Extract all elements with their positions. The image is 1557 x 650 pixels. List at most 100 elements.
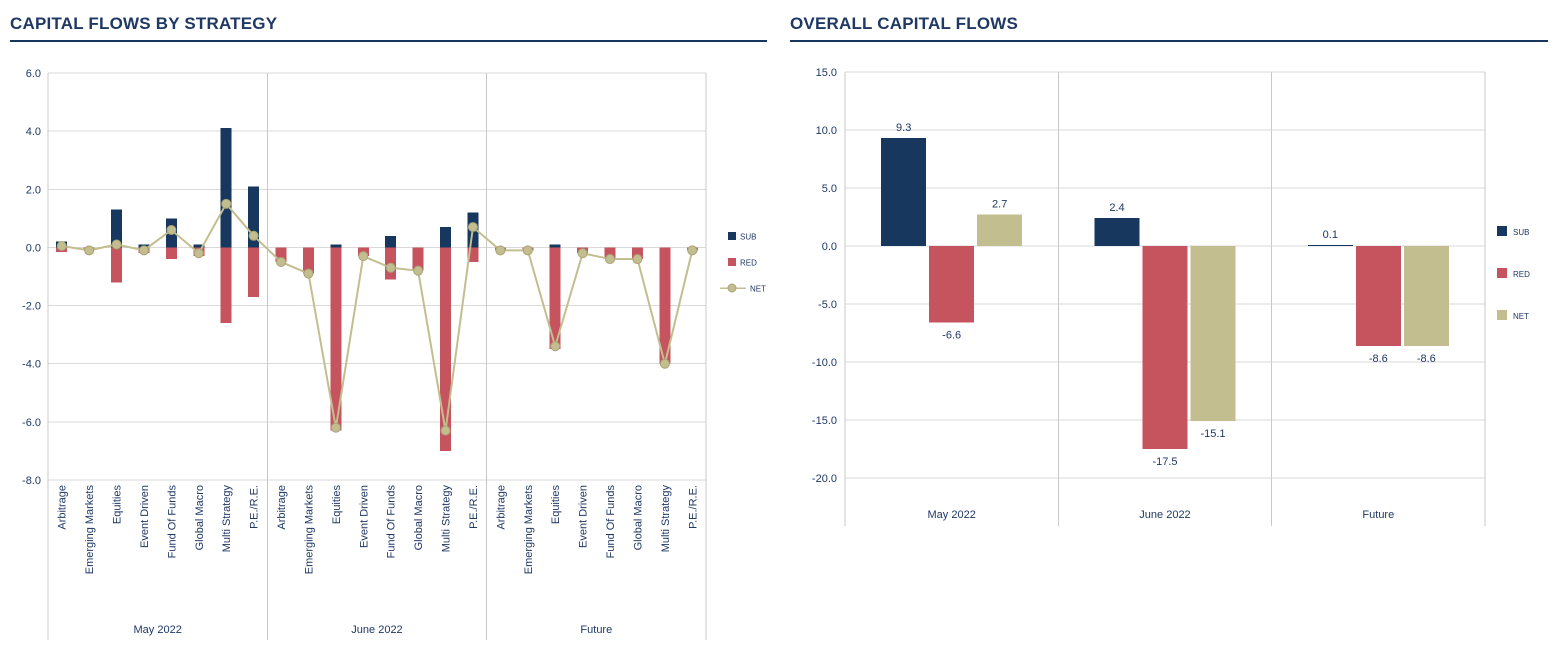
category-label: Emerging Markets	[84, 485, 96, 575]
capital-flows-by-strategy-panel: CAPITAL FLOWS BY STRATEGY 6.0 4.0 2.0 0.0 -2…	[10, 6, 767, 648]
category-label: Event Driven	[578, 485, 590, 548]
net-marker	[605, 254, 616, 265]
net-marker	[659, 358, 670, 369]
net-marker	[276, 256, 287, 267]
category-label: Emerging Markets	[523, 485, 535, 575]
data-label: -15.1	[1200, 428, 1225, 440]
category-label: Fund Of Funds	[386, 485, 398, 559]
y-axis-label: -10.0	[812, 357, 837, 369]
bar-net	[1190, 246, 1236, 422]
net-marker	[111, 239, 122, 250]
bar-red	[549, 247, 561, 350]
bar-sub	[1094, 218, 1140, 246]
net-marker	[687, 245, 698, 256]
period-label: May 2022	[928, 509, 976, 521]
y-axis-label: -6.0	[22, 417, 41, 429]
bar-red	[1355, 246, 1401, 346]
category-label: Multi Strategy	[660, 485, 672, 553]
category-label: Fund Of Funds	[166, 485, 178, 559]
data-label: -17.5	[1152, 456, 1177, 468]
data-label: 2.4	[1109, 202, 1124, 214]
legend-swatch-sub	[1497, 226, 1507, 236]
net-marker	[303, 268, 314, 279]
bar-red	[929, 246, 975, 323]
strategy-combo-chart: 6.0 4.0 2.0 0.0 -2.0 -4.0 -6.0 -8.0 Arbitrage Eme…	[22, 68, 766, 640]
bar-sub	[220, 128, 232, 248]
data-label: -6.6	[942, 330, 961, 342]
bar-red	[111, 247, 123, 283]
bar-net	[1403, 246, 1449, 346]
right-title-rule	[790, 40, 1548, 42]
bar-red	[467, 247, 479, 262]
y-axis-label: 4.0	[26, 126, 41, 138]
bar-red	[631, 247, 643, 260]
bar-red	[1142, 246, 1188, 449]
bar-sub	[111, 209, 123, 248]
net-marker	[632, 254, 643, 265]
y-axis-label: -15.0	[812, 415, 837, 427]
net-marker	[467, 222, 478, 233]
category-label: P.E./R.E.	[249, 485, 261, 529]
net-marker	[248, 230, 259, 241]
net-marker	[522, 245, 533, 256]
overall-bar-chart: 15.0 10.0 5.0 0.0 -5.0 -10.0 -15.0 -20.0 9.3 2.4 0…	[812, 67, 1530, 526]
category-label: Multi Strategy	[221, 485, 233, 553]
bar-sub	[248, 186, 260, 248]
period-label: June 2022	[351, 624, 402, 636]
bar-sub	[440, 227, 452, 248]
net-marker	[550, 341, 561, 352]
bar-sub	[193, 244, 205, 248]
right-chart-title: OVERALL CAPITAL FLOWS	[790, 14, 1019, 33]
y-axis-label: 0.0	[822, 241, 837, 253]
legend-label-net: NET	[750, 285, 766, 294]
net-marker	[495, 245, 506, 256]
data-label: 0.1	[1323, 229, 1338, 241]
legend-swatch-sub	[728, 232, 736, 240]
category-label: Global Macro	[632, 485, 644, 550]
y-axis-label: 6.0	[26, 68, 41, 80]
bar-red	[440, 247, 452, 451]
data-label: 9.3	[896, 122, 911, 134]
bar-red	[248, 247, 260, 297]
y-axis-label: -4.0	[22, 359, 41, 371]
category-label: Arbitrage	[57, 485, 69, 530]
y-axis-label: -8.0	[22, 475, 41, 487]
y-axis-label: 5.0	[822, 183, 837, 195]
bar-red	[412, 247, 424, 271]
data-label: -8.6	[1417, 353, 1436, 365]
legend-marker-net	[727, 283, 737, 293]
bar-sub	[330, 244, 342, 248]
period-label: May 2022	[134, 624, 182, 636]
category-label: Equities	[550, 485, 562, 525]
y-axis-label: 10.0	[816, 125, 837, 137]
legend-label-red: RED	[740, 259, 757, 268]
net-marker	[358, 251, 369, 262]
net-marker	[413, 265, 424, 276]
y-axis-label: -5.0	[818, 299, 837, 311]
legend-label-sub: SUB	[740, 233, 756, 242]
net-marker	[84, 245, 95, 256]
legend-label-net: NET	[1513, 312, 1529, 321]
period-label: June 2022	[1139, 509, 1190, 521]
net-marker	[440, 425, 451, 436]
category-label: P.E./R.E.	[468, 485, 480, 529]
bar-sub	[1307, 244, 1353, 246]
bar-red	[330, 247, 342, 431]
legend-swatch-net	[1497, 310, 1507, 320]
y-axis-label: 2.0	[26, 184, 41, 196]
legend-swatch-red	[728, 258, 736, 266]
net-marker	[138, 245, 149, 256]
bar-red	[165, 247, 177, 260]
category-label: Equities	[331, 485, 343, 525]
y-axis-label: 15.0	[816, 67, 837, 79]
net-marker	[193, 248, 204, 259]
left-chart-title: CAPITAL FLOWS BY STRATEGY	[10, 14, 278, 33]
bar-net	[977, 214, 1023, 246]
net-marker	[221, 198, 232, 209]
bar-sub	[549, 244, 561, 248]
category-label: Global Macro	[413, 485, 425, 550]
bar-red	[302, 247, 314, 274]
category-label: Fund Of Funds	[605, 485, 617, 559]
net-marker	[56, 240, 67, 251]
